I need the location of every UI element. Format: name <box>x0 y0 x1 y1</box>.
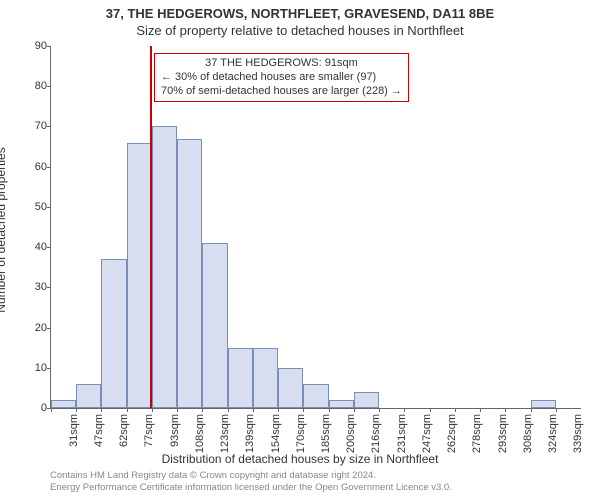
y-tick-label: 60 <box>17 161 47 173</box>
x-tick-mark <box>253 408 254 412</box>
footer-attribution: Contains HM Land Registry data © Crown c… <box>50 470 452 494</box>
x-tick-mark <box>127 408 128 412</box>
y-tick-mark <box>47 126 51 127</box>
x-tick-mark <box>152 408 153 412</box>
annotation-line: 70% of semi-detached houses are larger (… <box>161 85 402 99</box>
x-tick-label: 62sqm <box>118 414 130 447</box>
x-tick-label: 154sqm <box>270 414 282 453</box>
x-tick-label: 139sqm <box>244 414 256 453</box>
y-tick-mark <box>47 207 51 208</box>
y-tick-label: 0 <box>17 402 47 414</box>
x-tick-mark <box>202 408 203 412</box>
x-tick-label: 293sqm <box>497 414 509 453</box>
x-tick-label: 170sqm <box>295 414 307 453</box>
x-tick-label: 278sqm <box>471 414 483 453</box>
y-tick-label: 40 <box>17 241 47 253</box>
annotation-line: ← 30% of detached houses are smaller (97… <box>161 71 402 85</box>
x-tick-label: 123sqm <box>219 414 231 453</box>
histogram-bar <box>177 139 202 408</box>
y-tick-label: 30 <box>17 281 47 293</box>
annotation-box: 37 THE HEDGEROWS: 91sqm← 30% of detached… <box>154 53 409 102</box>
footer-line3: Energy Performance Certificate informati… <box>50 482 452 494</box>
histogram-bar <box>253 348 278 408</box>
x-tick-label: 47sqm <box>93 414 105 447</box>
x-tick-mark <box>531 408 532 412</box>
x-tick-mark <box>354 408 355 412</box>
x-tick-mark <box>430 408 431 412</box>
x-tick-label: 77sqm <box>143 414 155 447</box>
annotation-line: 37 THE HEDGEROWS: 91sqm <box>161 57 402 71</box>
x-tick-mark <box>329 408 330 412</box>
x-axis-label: Distribution of detached houses by size … <box>0 452 600 466</box>
x-tick-label: 108sqm <box>194 414 206 453</box>
y-tick-label: 10 <box>17 362 47 374</box>
property-marker-line <box>150 46 152 408</box>
x-tick-mark <box>404 408 405 412</box>
x-tick-mark <box>303 408 304 412</box>
y-tick-mark <box>47 247 51 248</box>
y-tick-label: 50 <box>17 201 47 213</box>
y-axis-label: Number of detached properties <box>0 147 8 312</box>
histogram-bar <box>354 392 379 408</box>
y-tick-mark <box>47 46 51 47</box>
histogram-bar <box>101 259 126 408</box>
title-sub: Size of property relative to detached ho… <box>0 21 600 38</box>
x-tick-label: 324sqm <box>547 414 559 453</box>
x-tick-label: 31sqm <box>68 414 80 447</box>
x-tick-mark <box>278 408 279 412</box>
chart-container: 37, THE HEDGEROWS, NORTHFLEET, GRAVESEND… <box>0 0 600 500</box>
x-tick-mark <box>177 408 178 412</box>
x-tick-label: 247sqm <box>421 414 433 453</box>
x-tick-mark <box>228 408 229 412</box>
title-main: 37, THE HEDGEROWS, NORTHFLEET, GRAVESEND… <box>0 0 600 21</box>
x-tick-mark <box>51 408 52 412</box>
plot-area: 010203040506070809031sqm47sqm62sqm77sqm9… <box>50 46 580 408</box>
footer-line1: Contains HM Land Registry data © Crown c… <box>50 470 452 482</box>
y-tick-mark <box>47 86 51 87</box>
y-tick-label: 20 <box>17 322 47 334</box>
y-tick-label: 70 <box>17 120 47 132</box>
histogram-bar <box>202 243 227 408</box>
histogram-bar <box>76 384 101 408</box>
x-tick-mark <box>505 408 506 412</box>
x-tick-mark <box>76 408 77 412</box>
histogram-bar <box>152 126 177 408</box>
x-tick-mark <box>455 408 456 412</box>
histogram-bar <box>329 400 354 408</box>
y-tick-mark <box>47 368 51 369</box>
histogram-bar <box>303 384 328 408</box>
x-tick-mark <box>480 408 481 412</box>
y-tick-mark <box>47 328 51 329</box>
x-tick-label: 200sqm <box>345 414 357 453</box>
x-tick-label: 339sqm <box>572 414 584 453</box>
histogram-bar <box>228 348 253 408</box>
y-tick-mark <box>47 287 51 288</box>
x-tick-label: 216sqm <box>370 414 382 453</box>
y-tick-label: 80 <box>17 80 47 92</box>
x-tick-label: 308sqm <box>522 414 534 453</box>
histogram-bar <box>531 400 556 408</box>
x-tick-label: 185sqm <box>320 414 332 453</box>
histogram-bar <box>278 368 303 408</box>
histogram-bar <box>127 143 152 408</box>
y-tick-label: 90 <box>17 40 47 52</box>
x-tick-mark <box>556 408 557 412</box>
histogram-bar <box>51 400 76 408</box>
x-tick-label: 231sqm <box>396 414 408 453</box>
y-tick-mark <box>47 167 51 168</box>
x-tick-mark <box>379 408 380 412</box>
x-tick-mark <box>101 408 102 412</box>
x-tick-label: 262sqm <box>446 414 458 453</box>
x-tick-label: 93sqm <box>169 414 181 447</box>
